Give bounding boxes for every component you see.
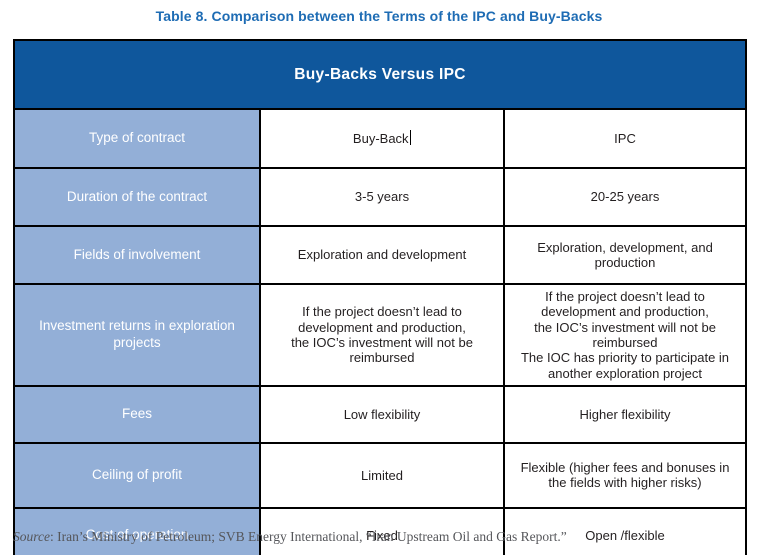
table-row-ceiling-of-profit: Ceiling of profit Limited Flexible (high… xyxy=(13,441,748,509)
buyback-cell: Limited xyxy=(259,441,505,509)
buyback-cell[interactable]: Buy-Back xyxy=(259,108,505,169)
ipc-cell: Higher flexibility xyxy=(502,384,748,444)
buyback-cell: If the project doesn’t lead to developme… xyxy=(259,283,505,387)
buyback-cell: Exploration and development xyxy=(259,225,505,285)
table-header-row: Buy-Backs Versus IPC xyxy=(12,39,748,110)
row-label: Investment returns in exploration projec… xyxy=(13,283,261,387)
ipc-cell: Exploration, development, and production xyxy=(502,225,748,285)
table-row-fields: Fields of involvement Exploration and de… xyxy=(13,225,748,285)
table-row-fees: Fees Low flexibility Higher flexibility xyxy=(13,384,748,444)
ipc-cell: If the project doesn’t lead to developme… xyxy=(502,283,748,387)
table-title: Table 8. Comparison between the Terms of… xyxy=(155,8,603,24)
text-cursor xyxy=(409,130,412,146)
ipc-cell: Flexible (higher fees and bonuses in the… xyxy=(502,441,748,509)
table-row-type-of-contract: Type of contract Buy-Back IPC xyxy=(13,108,748,169)
row-label: Fields of involvement xyxy=(13,225,261,285)
buyback-cell: 3-5 years xyxy=(259,167,505,227)
buyback-cell: Low flexibility xyxy=(259,384,505,444)
ipc-cell: Open /flexible xyxy=(502,506,748,555)
row-label: Cost of operation xyxy=(13,506,261,555)
ipc-cell: 20-25 years xyxy=(502,167,748,227)
source-label: Source xyxy=(13,529,50,544)
table-row-cost-of-operation: Cost of operation Fixed Open /flexible xyxy=(13,506,748,555)
comparison-table: Buy-Backs Versus IPC Type of contract Bu… xyxy=(12,39,748,555)
table-header-cell: Buy-Backs Versus IPC xyxy=(12,39,748,110)
table-row-duration: Duration of the contract 3-5 years 20-25… xyxy=(13,167,748,227)
row-label: Fees xyxy=(13,384,261,444)
source-text: : Iran’s Ministry of Petroleum; SVB Ener… xyxy=(50,529,567,544)
buyback-cell-text: Buy-Back xyxy=(352,131,409,147)
buyback-cell: Fixed xyxy=(259,506,505,555)
table-row-investment-returns: Investment returns in exploration projec… xyxy=(13,283,748,387)
source-note: Source: Iran’s Ministry of Petroleum; SV… xyxy=(13,529,567,545)
row-label: Ceiling of profit xyxy=(13,441,261,509)
ipc-cell: IPC xyxy=(502,108,748,169)
row-label: Type of contract xyxy=(13,108,261,169)
row-label: Duration of the contract xyxy=(13,167,261,227)
